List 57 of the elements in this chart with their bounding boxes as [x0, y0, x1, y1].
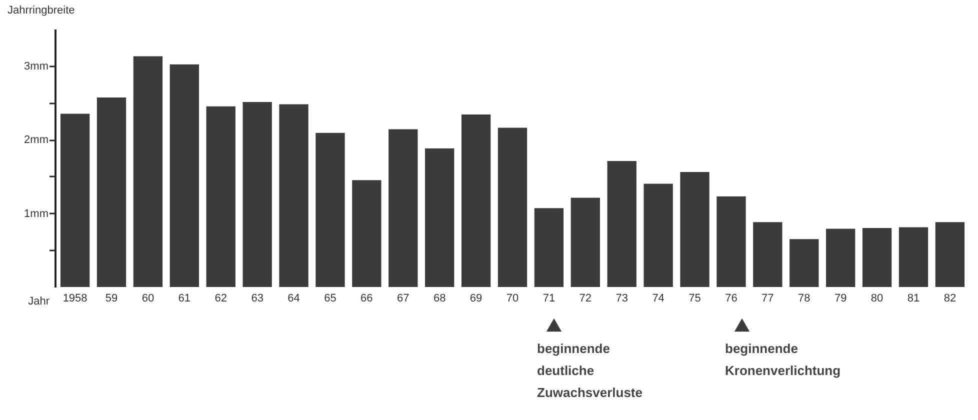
x-tick-label: 71: [542, 292, 556, 304]
x-tick-label: 79: [834, 292, 847, 304]
bar: [644, 184, 673, 287]
bar: [388, 129, 418, 287]
x-tick-label: 69: [470, 292, 482, 304]
bar: [534, 208, 564, 287]
bar: [279, 104, 308, 287]
bar: [898, 227, 928, 287]
bar: [935, 222, 965, 287]
bar: [242, 102, 272, 287]
y-tick-label: 1mm: [24, 208, 48, 220]
x-tick-label: 70: [506, 292, 519, 304]
bar: [862, 228, 892, 287]
x-tick-label: 67: [397, 292, 410, 304]
text: beginnende deutliche Zuwachsverluste: [537, 341, 642, 400]
x-tick-label: 75: [688, 292, 701, 304]
bar: [352, 180, 382, 287]
bar: [133, 56, 163, 287]
x-tick-label: 64: [288, 292, 300, 304]
y-tick-label: 3mm: [24, 60, 48, 72]
x-tick-label: 66: [360, 292, 373, 304]
bar: [826, 228, 856, 287]
x-tick-label: 80: [870, 292, 884, 304]
bar: [498, 128, 528, 287]
bar: [790, 239, 819, 287]
bar: [170, 64, 199, 287]
bar: [425, 148, 454, 287]
x-axis-title: Jahr: [28, 296, 50, 308]
x-tick-label: 73: [616, 292, 628, 304]
x-tick-label: 60: [142, 292, 154, 304]
x-tick-label: 77: [762, 292, 774, 304]
bar: [607, 160, 636, 287]
x-tick-label: 72: [579, 292, 592, 304]
bar: [316, 132, 345, 287]
text: beginnende Kronenverlichtung: [725, 341, 841, 378]
bar: [96, 98, 126, 287]
x-tick-label: 61: [178, 292, 191, 304]
x-tick-label: 68: [433, 292, 446, 304]
x-tick-label: 62: [214, 292, 227, 304]
bar: [753, 222, 782, 287]
x-tick-label: 59: [105, 292, 118, 304]
x-tick-label: 78: [798, 292, 810, 304]
x-tick-label: 81: [907, 292, 920, 304]
bar: [461, 114, 491, 287]
x-tick-label: 74: [652, 292, 664, 304]
y-tick-label: 2mm: [24, 134, 48, 146]
bar: [60, 114, 90, 287]
x-tick-label: 82: [944, 292, 956, 304]
bar: [206, 106, 236, 287]
bar: [570, 198, 600, 287]
x-tick-label: 63: [251, 292, 264, 304]
x-tick-label: 1958: [62, 292, 88, 304]
y-axis-title: Jahrringbreite: [8, 4, 75, 16]
bar: [716, 196, 746, 287]
x-tick-label: 65: [324, 292, 336, 304]
bar: [680, 172, 710, 287]
x-tick-label: 76: [725, 292, 738, 304]
